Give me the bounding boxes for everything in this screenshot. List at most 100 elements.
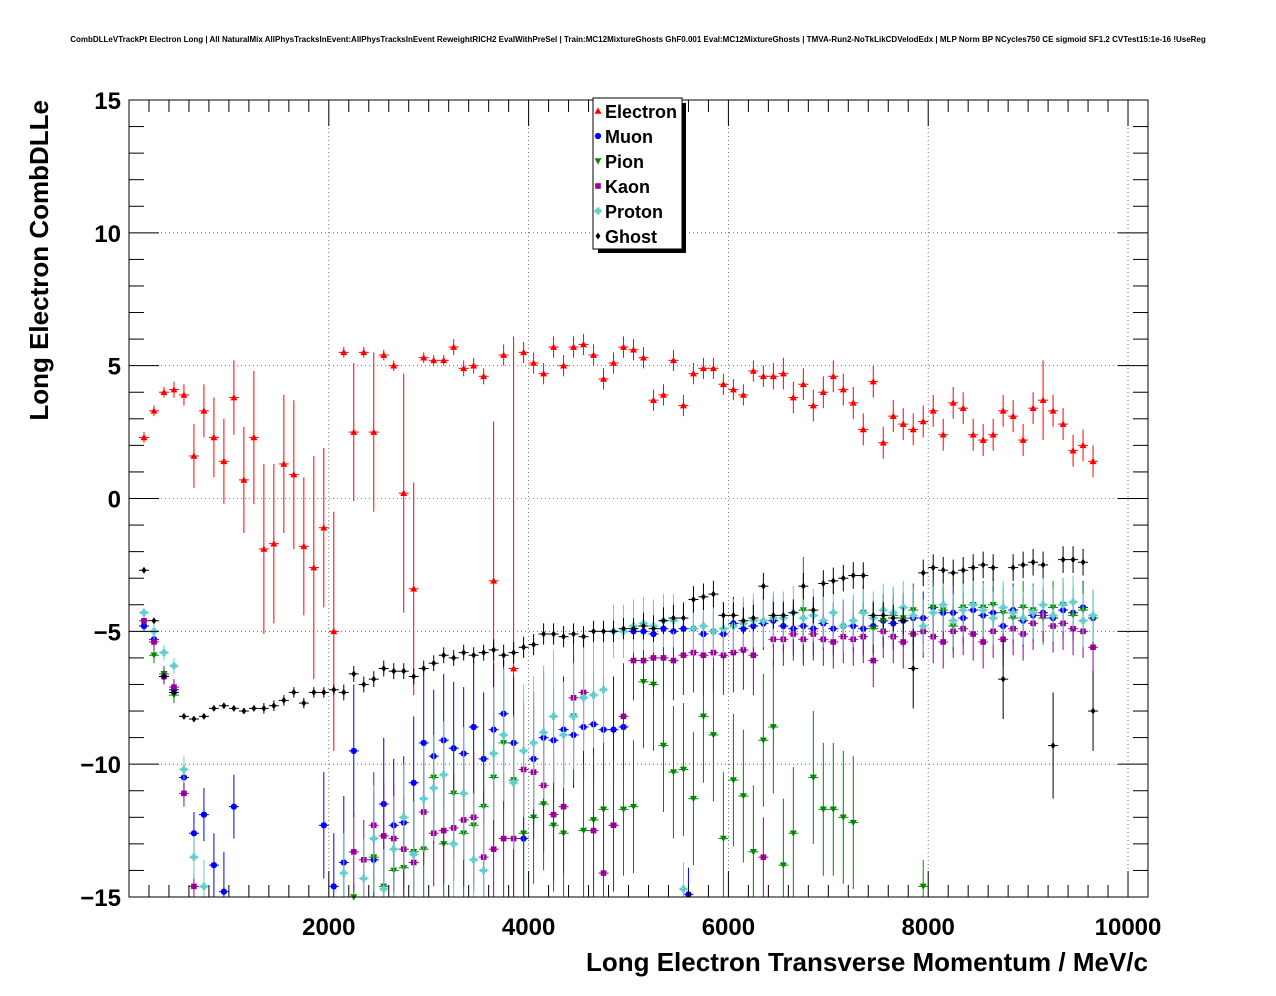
- pion-marker: [630, 803, 638, 811]
- electron-marker: [639, 354, 647, 361]
- legend: Electron Muon Pion Kaon Proton Ghost: [592, 97, 686, 253]
- ghost-marker: [950, 569, 956, 577]
- proton-point: [838, 599, 849, 653]
- ghost-point: [248, 704, 259, 712]
- ghost-marker: [311, 688, 317, 696]
- electron-point: [768, 363, 779, 390]
- electron-point: [1008, 400, 1019, 433]
- electron-point: [838, 373, 849, 406]
- ghost-point: [328, 684, 339, 696]
- electron-point: [598, 368, 609, 390]
- ghost-marker: [501, 651, 507, 659]
- electron-marker: [470, 362, 478, 369]
- x-tick-label: 6000: [702, 914, 755, 941]
- proton-marker: [909, 611, 917, 619]
- pion-marker: [620, 806, 628, 813]
- electron-point: [428, 355, 439, 366]
- ghost-marker: [271, 702, 277, 710]
- kaon-point: [178, 780, 189, 807]
- proton-marker: [420, 795, 428, 803]
- electron-marker: [969, 431, 977, 438]
- pion-point: [828, 742, 839, 876]
- ghost-point: [688, 586, 699, 613]
- legend-marker-pion: [594, 158, 602, 165]
- electron-marker: [979, 436, 987, 443]
- proton-point: [1068, 575, 1079, 629]
- electron-marker: [270, 540, 278, 547]
- muon-marker: [330, 883, 337, 890]
- proton-marker: [540, 728, 548, 736]
- kaon-marker: [141, 617, 147, 624]
- pion-marker: [809, 774, 817, 781]
- proton-marker: [570, 712, 578, 720]
- kaon-point: [588, 764, 599, 897]
- ghost-marker: [990, 564, 996, 572]
- legend-marker-proton: [594, 207, 602, 215]
- proton-marker: [919, 622, 927, 630]
- electron-marker: [240, 476, 248, 483]
- proton-point: [1078, 594, 1089, 648]
- electron-marker: [190, 452, 198, 459]
- muon-point: [318, 772, 329, 879]
- proton-marker: [1009, 609, 1017, 617]
- muon-marker: [200, 811, 208, 818]
- ghost-point: [1028, 548, 1039, 576]
- electron-point: [748, 360, 759, 382]
- electron-marker: [889, 412, 897, 419]
- proton-point: [598, 636, 609, 743]
- muon-point: [228, 774, 239, 839]
- pion-point: [918, 859, 929, 897]
- electron-marker: [510, 665, 518, 672]
- ghost-marker: [221, 702, 227, 710]
- electron-marker: [709, 364, 717, 372]
- ghost-marker: [451, 654, 457, 662]
- kaon-marker: [500, 835, 507, 842]
- electron-marker: [500, 351, 508, 358]
- legend-entry-electron: Electron: [594, 102, 677, 122]
- ghost-marker: [211, 704, 217, 712]
- kaon-point: [598, 806, 609, 897]
- ghost-marker: [830, 577, 836, 585]
- electron-marker: [230, 394, 238, 401]
- ghost-marker: [491, 646, 497, 654]
- electron-point: [178, 384, 189, 406]
- kaon-marker: [151, 639, 157, 645]
- ghost-point: [298, 697, 309, 709]
- electron-point: [568, 336, 579, 358]
- pion-marker: [669, 769, 677, 776]
- kaon-marker: [600, 870, 607, 876]
- y-tick-label: 10: [94, 221, 121, 248]
- electron-point: [778, 357, 789, 390]
- pion-marker: [580, 827, 588, 835]
- electron-marker: [400, 489, 408, 496]
- electron-point: [208, 397, 219, 478]
- ghost-point: [368, 671, 379, 688]
- electron-point: [618, 336, 629, 358]
- ghost-point: [608, 620, 619, 642]
- electron-point: [138, 432, 149, 443]
- proton-point: [798, 591, 809, 645]
- electron-point: [1028, 392, 1039, 425]
- y-tick-label: 15: [94, 88, 121, 115]
- ghost-point: [178, 712, 189, 720]
- electron-point: [258, 463, 269, 634]
- ghost-point: [468, 647, 479, 664]
- ghost-marker: [970, 564, 976, 572]
- ghost-point: [318, 687, 329, 698]
- electron-point: [168, 381, 179, 398]
- proton-point: [388, 796, 399, 897]
- legend-label-pion: Pion: [605, 152, 644, 172]
- ghost-point: [988, 554, 999, 581]
- ghost-point: [1068, 546, 1079, 573]
- proton-point: [928, 586, 939, 640]
- ghost-point: [708, 580, 719, 608]
- ghost-marker: [1080, 558, 1086, 566]
- electron-marker: [290, 471, 298, 478]
- ghost-point: [158, 672, 169, 680]
- ghost-marker: [750, 614, 756, 622]
- kaon-marker: [191, 883, 197, 890]
- electron-marker: [380, 351, 388, 358]
- proton-point: [358, 838, 369, 897]
- pion-marker: [699, 713, 707, 720]
